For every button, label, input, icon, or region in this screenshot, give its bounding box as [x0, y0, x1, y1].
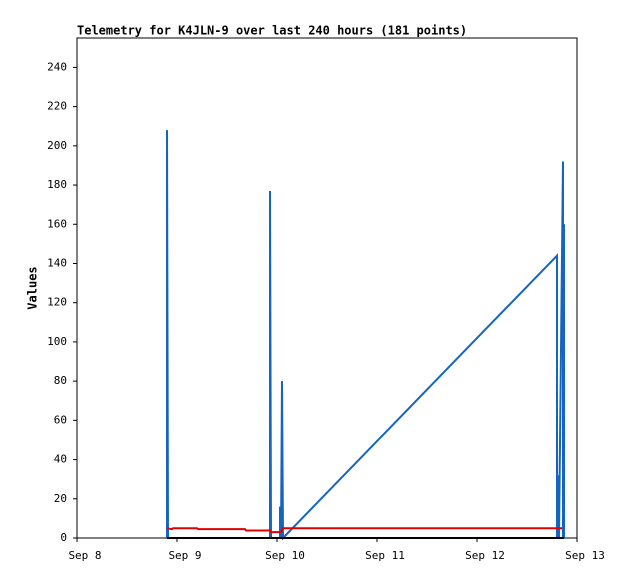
x-tick-label: Sep 8	[68, 549, 101, 562]
y-tick-label: 20	[54, 492, 67, 505]
y-axis-label: Values	[26, 266, 40, 309]
y-tick-label: 220	[47, 100, 67, 113]
y-tick-label: 180	[47, 178, 67, 191]
y-tick-label: 100	[47, 335, 67, 348]
y-tick-label: 60	[54, 413, 67, 426]
x-tick-label: Sep 13	[565, 549, 605, 562]
y-tick-label: 80	[54, 374, 67, 387]
series-line	[166, 527, 562, 534]
y-tick-label: 0	[60, 531, 67, 544]
x-tick-label: Sep 9	[168, 549, 201, 562]
x-tick-label: Sep 10	[265, 549, 305, 562]
x-tick-label: Sep 11	[365, 549, 405, 562]
chart-title: Telemetry for K4JLN-9 over last 240 hour…	[77, 24, 467, 38]
y-tick-label: 240	[47, 60, 67, 73]
y-tick-label: 160	[47, 217, 67, 230]
y-tick-label: 40	[54, 453, 67, 466]
y-tick-label: 200	[47, 139, 67, 152]
y-tick-label: 140	[47, 256, 67, 269]
x-tick-label: Sep 12	[465, 549, 505, 562]
y-tick-label: 120	[47, 296, 67, 309]
